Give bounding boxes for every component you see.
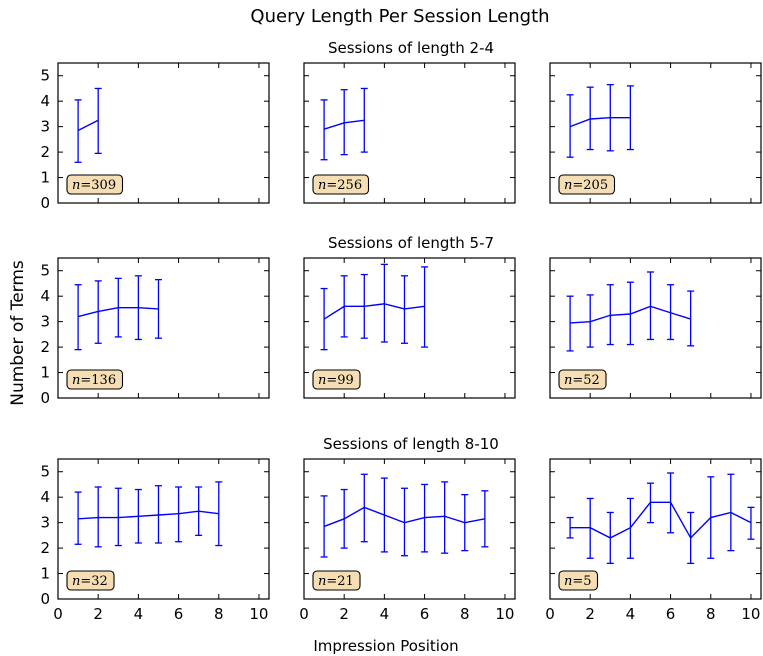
series-line	[570, 305, 691, 324]
n-annotation: n=99	[318, 373, 354, 388]
axes-frame	[303, 62, 516, 204]
n-annotation: n=32	[72, 574, 108, 589]
y-axis-label: Number of Terms	[8, 260, 28, 406]
series-line	[570, 501, 752, 540]
n-annotation-box	[312, 174, 370, 195]
subplot-panel-9: 0 2 4 6 8 10 n=5	[545, 458, 762, 623]
subplot-panel-1: Sessions of length 2-4 0 1 2 3 4 5 n=309	[40, 39, 494, 212]
row-title: Sessions of length 5-7	[328, 234, 494, 252]
y-tick-label: 0	[40, 590, 50, 608]
n-annotation: n=5	[564, 574, 592, 589]
axes-frame	[57, 257, 270, 399]
row-title: Sessions of length 2-4	[328, 39, 494, 57]
series-line	[323, 119, 365, 130]
figure-title: Query Length Per Session Length	[250, 6, 549, 27]
axes-frame	[57, 62, 270, 204]
subplot-grid: Sessions of length 2-4 0 1 2 3 4 5 n=309 n=256 n=…	[40, 39, 762, 623]
axes-frame	[549, 257, 762, 399]
n-annotation-box	[66, 570, 115, 591]
y-tick-label: 0	[40, 194, 50, 212]
y-tick-label: 1	[40, 169, 50, 187]
y-tick-label: 5	[40, 262, 50, 280]
x-tick-label: 8	[706, 605, 716, 623]
subplot-panel-7: Sessions of length 8-10 0 2 4 6 8 10 0 1 2 3 4 5 n=32	[40, 435, 498, 623]
y-tick-label: 1	[40, 364, 50, 382]
y-tick-label: 0	[40, 389, 50, 407]
row-title: Sessions of length 8-10	[323, 435, 499, 453]
series-line	[323, 506, 485, 528]
n-annotation: n=205	[564, 178, 608, 193]
y-tick-label: 4	[40, 287, 50, 305]
y-tick-label: 4	[40, 488, 50, 506]
axes-frame	[549, 62, 762, 204]
x-tick-label: 8	[460, 605, 470, 623]
x-tick-label: 4	[626, 605, 636, 623]
series-line	[78, 510, 219, 520]
subplot-panel-3: n=205	[549, 62, 762, 204]
n-annotation: n=256	[318, 178, 362, 193]
n-annotation: n=21	[318, 574, 354, 589]
y-tick-label: 5	[40, 67, 50, 85]
y-tick-label: 2	[40, 338, 50, 356]
n-annotation: n=52	[564, 373, 600, 388]
y-tick-label: 2	[40, 539, 50, 557]
y-tick-label: 2	[40, 143, 50, 161]
series-line	[77, 119, 99, 132]
x-axis-label: Impression Position	[313, 637, 458, 655]
x-tick-label: 6	[666, 605, 676, 623]
n-annotation-box	[66, 369, 124, 390]
x-tick-label: 2	[93, 605, 103, 623]
series-line	[77, 306, 159, 318]
y-tick-label: 3	[40, 514, 50, 532]
x-tick-label: 4	[134, 605, 144, 623]
axes-frame	[57, 458, 270, 600]
x-tick-label: 8	[214, 605, 224, 623]
y-tick-label: 5	[40, 463, 50, 481]
n-annotation-box	[558, 174, 616, 195]
x-tick-label: 10	[249, 605, 268, 623]
x-tick-label: 2	[339, 605, 349, 623]
subplot-panel-5: n=99	[303, 257, 516, 399]
subplot-panel-6: n=52	[549, 257, 762, 399]
y-tick-label: 1	[40, 565, 50, 583]
x-tick-label: 6	[420, 605, 430, 623]
n-annotation-box	[312, 369, 361, 390]
n-annotation-box	[558, 570, 599, 591]
y-tick-label: 3	[40, 118, 50, 136]
series-line	[569, 117, 631, 128]
n-annotation: n=309	[72, 178, 116, 193]
y-tick-label: 4	[40, 92, 50, 110]
x-tick-label: 10	[741, 605, 760, 623]
n-annotation-box	[312, 570, 361, 591]
n-annotation-box	[558, 369, 607, 390]
y-tick-label: 3	[40, 313, 50, 331]
n-annotation: n=136	[72, 373, 116, 388]
x-tick-label: 2	[585, 605, 595, 623]
subplot-panel-8: 0 2 4 6 8 10 n=21	[299, 458, 516, 623]
subplot-panel-2: n=256	[303, 62, 516, 204]
subplot-panel-4: Sessions of length 5-7 0 1 2 3 4 5 n=136	[40, 234, 494, 407]
x-tick-label: 0	[545, 605, 555, 623]
x-tick-label: 0	[53, 605, 63, 623]
series-line	[323, 303, 425, 320]
axes-frame	[303, 458, 516, 600]
n-annotation-box	[66, 174, 124, 195]
x-tick-label: 6	[174, 605, 184, 623]
x-tick-label: 0	[299, 605, 309, 623]
x-tick-label: 4	[380, 605, 390, 623]
axes-frame	[303, 257, 516, 399]
axes-frame	[549, 458, 762, 600]
x-tick-label: 10	[495, 605, 514, 623]
